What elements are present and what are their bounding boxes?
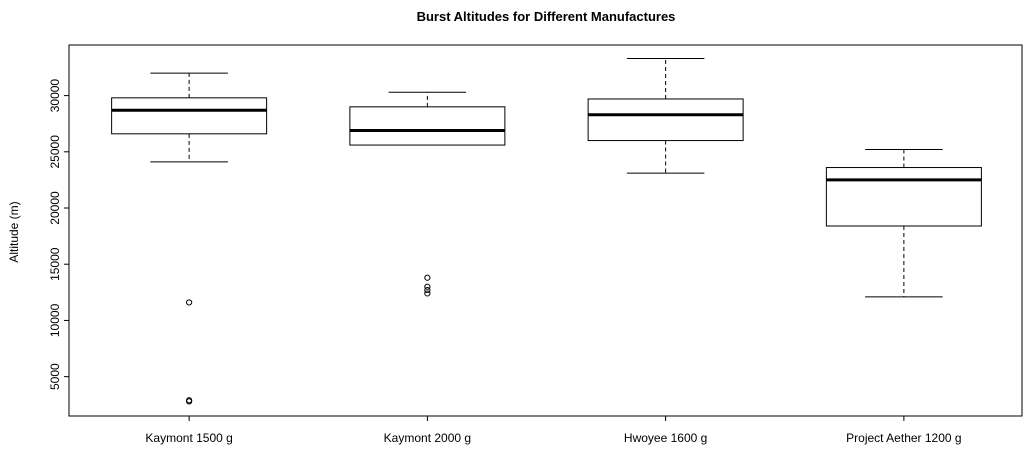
x-axis: Kaymont 1500 g Kaymont 2000 g Hwoyee 1600 … [145, 416, 961, 445]
boxes-group [112, 58, 982, 403]
outlier-point-0 [425, 275, 430, 280]
iqr-box [826, 168, 981, 226]
x-tick-label-0: Kaymont 1500 g [145, 431, 232, 445]
iqr-box [588, 99, 743, 141]
x-tick-label-3: Project Aether 1200 g [846, 431, 961, 445]
outlier-point-0 [187, 300, 192, 305]
x-tick-label-1: Kaymont 2000 g [384, 431, 471, 445]
y-tick-label-2: 15000 [48, 247, 62, 281]
box-0 [112, 73, 267, 404]
box-2 [588, 58, 743, 173]
y-tick-label-3: 20000 [48, 191, 62, 225]
x-tick-label-2: Hwoyee 1600 g [624, 431, 707, 445]
iqr-box [112, 98, 267, 134]
y-axis-label: Altitude (m) [7, 201, 21, 262]
y-tick-label-1: 10000 [48, 303, 62, 337]
y-tick-label-4: 25000 [48, 135, 62, 169]
y-axis: 5000 10000 15000 20000 25000 30000 [48, 79, 69, 390]
box-1 [350, 92, 505, 296]
box-3 [826, 150, 981, 297]
y-tick-label-5: 30000 [48, 79, 62, 113]
y-tick-label-0: 5000 [48, 363, 62, 390]
iqr-box [350, 107, 505, 145]
outlier-point-3 [425, 291, 430, 296]
chart-title: Burst Altitudes for Different Manufactur… [417, 9, 676, 24]
